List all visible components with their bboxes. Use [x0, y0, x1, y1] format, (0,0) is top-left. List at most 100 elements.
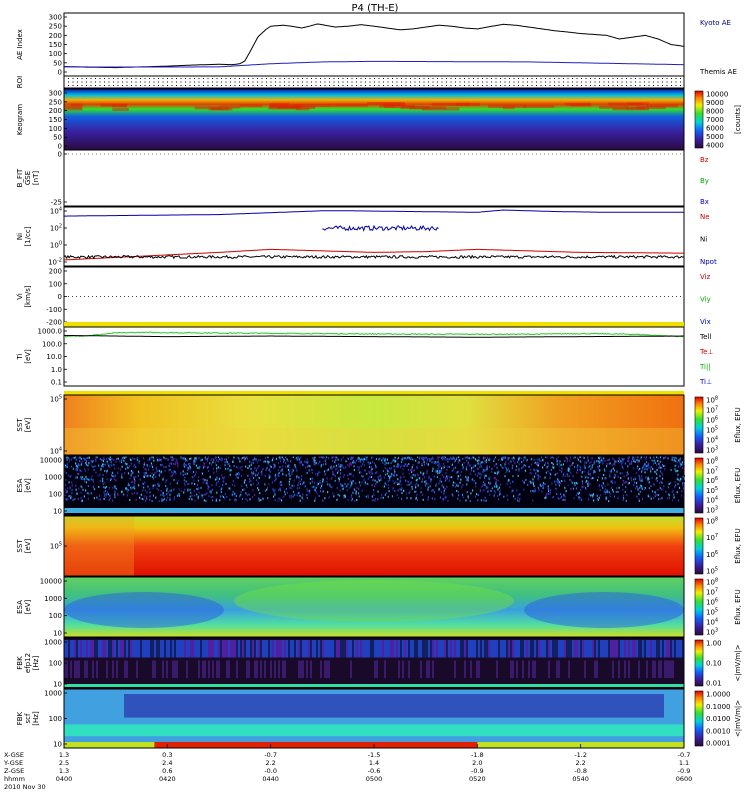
esa-electron-pixel	[273, 463, 275, 466]
esa-electron-pixel	[449, 456, 451, 459]
esa-electron-pixel	[596, 479, 599, 482]
esa-electron-pixel	[656, 479, 658, 482]
x-tick-label-y-gse: 1.4	[369, 759, 379, 767]
esa-electron-pixel	[528, 466, 530, 469]
esa-electron-pixel	[316, 482, 319, 485]
esa-electron-pixel	[677, 465, 680, 468]
x-tick-label-y-gse: 2.2	[265, 759, 275, 767]
esa-electron-pixel	[601, 457, 603, 460]
esa-electron-pixel	[603, 468, 606, 471]
fbk-efield-column	[126, 660, 128, 678]
esa-electron-pixel	[584, 486, 587, 489]
esa-electron-pixel	[583, 456, 585, 459]
esa-electron-pixel	[163, 494, 165, 497]
esa-electron-pixel	[345, 466, 347, 469]
esa-electron-pixel	[339, 465, 341, 468]
esa-electron-pixel	[299, 480, 301, 483]
fbk-efield-column	[616, 640, 618, 658]
esa-electron-pixel	[274, 473, 277, 476]
esa-electron-pixel	[380, 478, 382, 481]
fbk-efield-column	[364, 640, 366, 658]
esa-electron-pixel	[423, 463, 426, 466]
esa-electron-pixel	[664, 464, 666, 467]
esa-electron-pixel	[332, 460, 334, 463]
esa-electron-pixel	[429, 459, 431, 462]
tick-exponent: 3	[715, 628, 718, 634]
roi-dot	[648, 85, 650, 86]
esa-electron-pixel	[362, 463, 364, 466]
esa-electron-pixel	[350, 473, 352, 476]
esa-electron-pixel	[614, 473, 616, 476]
esa-electron-pixel	[625, 480, 627, 483]
esa-electron-pixel	[196, 487, 198, 490]
fbk-efield-column	[350, 660, 352, 678]
esa-electron-pixel	[111, 499, 114, 502]
y-tick-label: 100	[49, 125, 62, 133]
esa-electron-pixel	[338, 477, 340, 480]
esa-electron-pixel	[341, 464, 343, 467]
tick-exponent: 3	[715, 446, 718, 452]
roi-dot	[455, 85, 456, 86]
roi-dot	[95, 85, 96, 86]
roi-dot	[261, 85, 263, 86]
esa-electron-pixel	[206, 491, 208, 494]
esa-electron-pixel	[523, 488, 525, 491]
esa-electron-pixel	[592, 471, 595, 474]
keogram-streak	[64, 107, 83, 111]
esa-electron-pixel	[437, 470, 439, 473]
esa-electron-pixel	[215, 498, 217, 501]
esa-electron-pixel	[405, 492, 407, 495]
esa-electron-pixel	[109, 479, 112, 482]
esa-electron-bg	[64, 456, 684, 515]
fbk-efield-column	[336, 640, 338, 658]
roi-dot	[549, 85, 551, 86]
esa-electron-pixel	[84, 477, 86, 480]
esa-electron-pixel	[251, 474, 253, 477]
roi-dot	[522, 81, 524, 83]
esa-electron-pixel	[359, 459, 362, 462]
esa-electron-pixel	[352, 456, 355, 459]
esa-electron-pixel	[522, 465, 524, 468]
fbk-efield-column	[660, 640, 662, 658]
fbk-efield-column	[316, 640, 318, 658]
esa-electron-pixel	[482, 481, 485, 484]
esa-electron-pixel	[400, 483, 402, 486]
roi-dot	[153, 81, 155, 83]
roi-dot	[135, 85, 137, 86]
esa-electron-pixel	[87, 468, 89, 471]
esa-electron-pixel	[108, 464, 110, 467]
esa-electron-pixel	[385, 491, 388, 494]
esa-electron-pixel	[286, 458, 288, 461]
esa-electron-pixel	[531, 481, 533, 484]
roi-dot	[473, 78, 474, 79]
esa-electron-pixel	[317, 473, 319, 476]
roi-dot	[459, 78, 461, 79]
esa-electron-pixel	[361, 489, 363, 492]
esa-electron-pixel	[467, 495, 469, 498]
esa-electron-pixel	[334, 461, 336, 464]
esa-electron-pixel	[261, 469, 263, 472]
esa-electron-pixel	[347, 474, 349, 477]
esa-electron-pixel	[466, 491, 468, 494]
esa-electron-pixel	[643, 468, 645, 471]
esa-electron-pixel	[391, 459, 394, 462]
roi-dot	[617, 78, 618, 79]
esa-electron-pixel	[501, 458, 503, 461]
fbk-efield-column	[408, 640, 410, 658]
fbk-efield-column	[480, 640, 482, 658]
fbk-efield-column	[558, 640, 560, 658]
fbk-efield-column	[628, 640, 630, 658]
fbk-efield-column	[596, 660, 598, 678]
x-tick-label-hhmm: 0400	[56, 775, 73, 783]
esa-electron-pixel	[248, 465, 251, 468]
y-tick-label: 100	[50, 241, 62, 250]
esa-electron-pixel	[339, 476, 341, 479]
esa-electron-pixel	[191, 498, 193, 501]
fbk-efield-column	[178, 640, 180, 658]
esa-electron-pixel	[660, 488, 662, 491]
roi-dot	[468, 78, 470, 79]
fbk-efield-column	[352, 640, 354, 658]
esa-electron-pixel	[423, 458, 425, 461]
esa-electron-pixel	[609, 495, 611, 498]
roi-dot	[131, 78, 132, 79]
